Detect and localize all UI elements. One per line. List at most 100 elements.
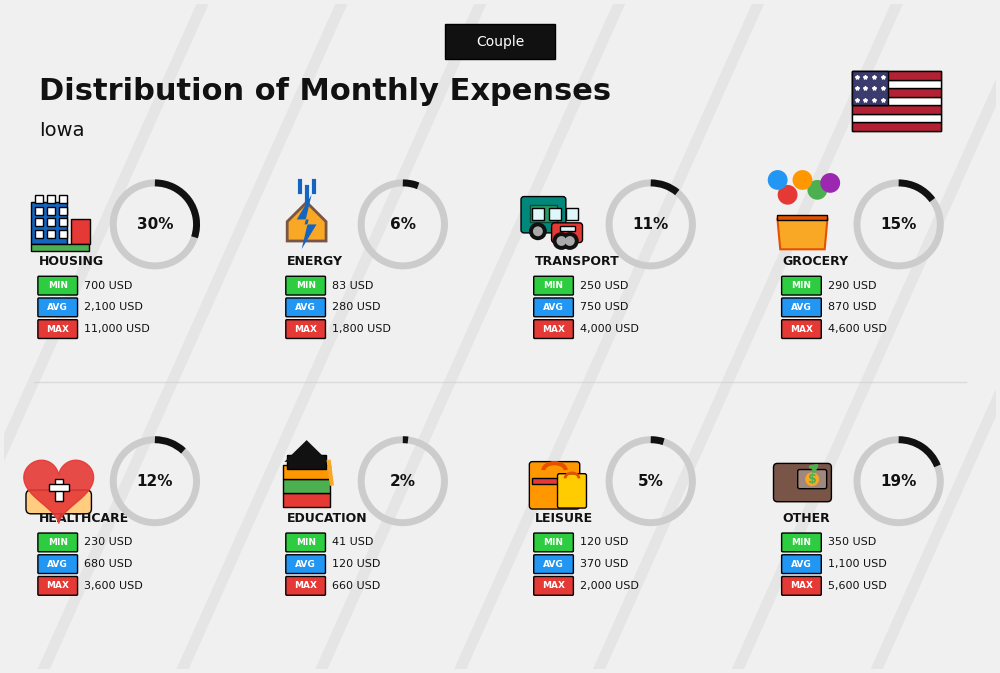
FancyBboxPatch shape [534,276,573,295]
FancyBboxPatch shape [534,320,573,339]
Text: 12%: 12% [137,474,173,489]
Text: 750 USD: 750 USD [580,302,629,312]
FancyBboxPatch shape [47,194,55,203]
Text: MIN: MIN [296,281,316,290]
Text: 290 USD: 290 USD [828,281,877,291]
FancyBboxPatch shape [38,298,78,317]
Text: 700 USD: 700 USD [84,281,133,291]
Text: MIN: MIN [791,281,811,290]
Circle shape [553,232,570,250]
FancyBboxPatch shape [38,276,78,295]
Text: MIN: MIN [48,281,68,290]
Text: 41 USD: 41 USD [332,538,374,547]
Text: 120 USD: 120 USD [580,538,629,547]
FancyBboxPatch shape [47,230,55,238]
FancyBboxPatch shape [59,230,67,238]
Circle shape [793,170,812,190]
FancyBboxPatch shape [31,203,67,244]
FancyBboxPatch shape [38,320,78,339]
FancyBboxPatch shape [534,555,573,573]
Text: 11%: 11% [633,217,669,232]
FancyBboxPatch shape [55,479,63,501]
Text: AVG: AVG [543,303,564,312]
Text: 1,800 USD: 1,800 USD [332,324,391,334]
FancyBboxPatch shape [532,479,577,484]
FancyBboxPatch shape [35,219,43,226]
FancyBboxPatch shape [286,533,325,552]
Text: 1,100 USD: 1,100 USD [828,559,887,569]
FancyBboxPatch shape [534,577,573,595]
FancyBboxPatch shape [852,114,941,122]
Text: AVG: AVG [543,560,564,569]
FancyBboxPatch shape [852,97,941,105]
FancyBboxPatch shape [286,298,325,317]
Text: 30%: 30% [137,217,173,232]
FancyBboxPatch shape [287,455,326,468]
FancyBboxPatch shape [782,276,821,295]
Text: $: $ [808,472,817,486]
FancyBboxPatch shape [35,230,43,238]
Text: Iowa: Iowa [39,121,84,140]
Text: AVG: AVG [295,560,316,569]
FancyBboxPatch shape [35,207,43,215]
FancyBboxPatch shape [852,80,941,88]
FancyBboxPatch shape [286,577,325,595]
FancyBboxPatch shape [852,71,941,131]
FancyBboxPatch shape [286,555,325,573]
FancyBboxPatch shape [286,276,325,295]
Text: MIN: MIN [48,538,68,547]
Text: 15%: 15% [880,217,917,232]
Circle shape [778,185,798,205]
FancyBboxPatch shape [283,465,330,479]
Text: 230 USD: 230 USD [84,538,133,547]
Text: 250 USD: 250 USD [580,281,629,291]
Text: 19%: 19% [880,474,917,489]
Text: EDUCATION: EDUCATION [287,512,367,525]
Text: MAX: MAX [46,324,69,334]
FancyBboxPatch shape [49,484,69,491]
Text: MIN: MIN [544,538,564,547]
Text: 660 USD: 660 USD [332,581,381,591]
FancyBboxPatch shape [852,71,941,80]
Circle shape [529,223,547,240]
FancyBboxPatch shape [38,533,78,552]
Text: MAX: MAX [790,581,813,590]
FancyBboxPatch shape [798,470,827,489]
FancyBboxPatch shape [529,462,580,509]
Text: AVG: AVG [295,303,316,312]
Text: 350 USD: 350 USD [828,538,876,547]
Polygon shape [777,219,827,249]
FancyBboxPatch shape [530,205,557,221]
Text: AVG: AVG [791,560,812,569]
Text: 680 USD: 680 USD [84,559,133,569]
Text: 6%: 6% [390,217,416,232]
Circle shape [533,226,543,236]
Text: Distribution of Monthly Expenses: Distribution of Monthly Expenses [39,77,611,106]
Polygon shape [24,460,94,523]
Text: LEISURE: LEISURE [535,512,593,525]
Polygon shape [287,203,326,241]
Text: 3,600 USD: 3,600 USD [84,581,143,591]
FancyBboxPatch shape [774,464,831,502]
FancyBboxPatch shape [31,244,89,250]
FancyBboxPatch shape [283,479,330,493]
Text: MIN: MIN [791,538,811,547]
Text: 11,000 USD: 11,000 USD [84,324,150,334]
Circle shape [565,236,575,246]
Circle shape [561,232,579,250]
Text: 280 USD: 280 USD [332,302,381,312]
FancyBboxPatch shape [777,215,827,220]
Text: 2,100 USD: 2,100 USD [84,302,143,312]
Text: Couple: Couple [476,35,524,48]
Text: 2,000 USD: 2,000 USD [580,581,639,591]
Text: MAX: MAX [790,324,813,334]
Text: ENERGY: ENERGY [287,256,343,269]
Text: 5,600 USD: 5,600 USD [828,581,887,591]
Text: MAX: MAX [542,581,565,590]
Text: 4,000 USD: 4,000 USD [580,324,639,334]
Text: AVG: AVG [47,303,68,312]
Text: HOUSING: HOUSING [39,256,104,269]
FancyBboxPatch shape [26,490,91,513]
FancyBboxPatch shape [534,298,573,317]
FancyBboxPatch shape [552,223,583,242]
